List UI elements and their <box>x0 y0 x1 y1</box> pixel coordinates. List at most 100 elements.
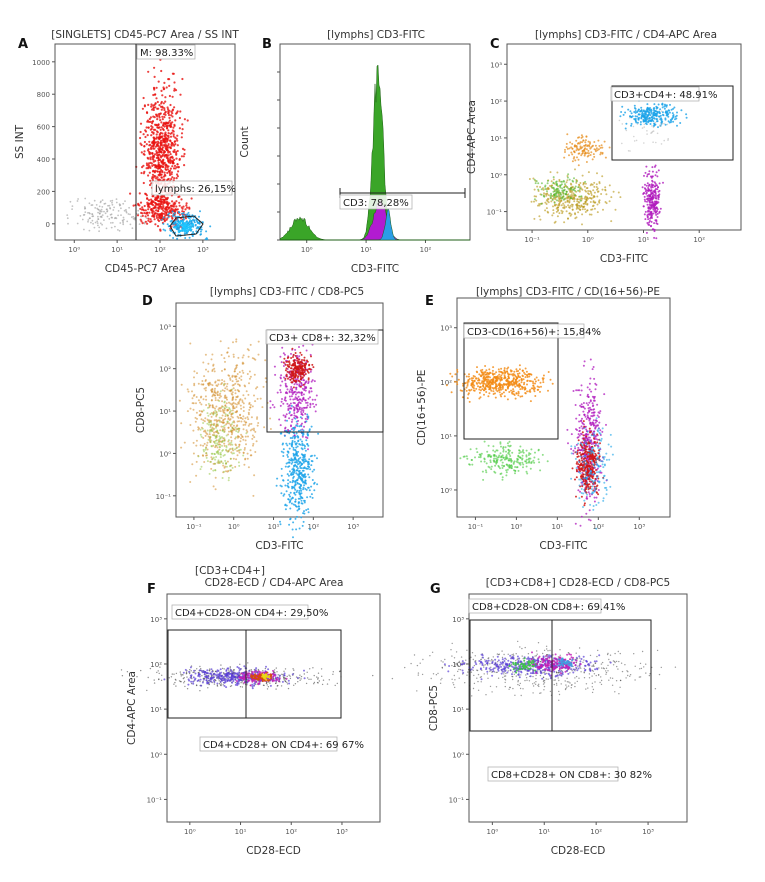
x-axis-label: CD45-PC7 Area <box>105 263 185 275</box>
x-tick-label: 10⁰ <box>184 828 196 836</box>
event-population <box>619 99 688 130</box>
gate-label: lymphs: 26,15% <box>151 180 236 196</box>
svg-text:CD3+CD4+: 48.91%: CD3+CD4+: 48.91% <box>614 90 718 101</box>
y-tick-label: 10⁰ <box>490 172 502 180</box>
y-tick-label: 10⁰ <box>452 751 464 759</box>
y-tick-label: 10⁻¹ <box>156 493 172 501</box>
x-tick-label: 10¹ <box>235 828 247 836</box>
y-tick-label: 10³ <box>150 616 162 624</box>
panel-letter: G <box>430 582 441 597</box>
x-tick-label: 10⁻¹ <box>524 236 540 244</box>
gate-label: CD3+ CD8+: 32,32% <box>265 329 379 345</box>
y-tick-label: 10¹ <box>440 433 452 441</box>
cd28-pos-gate[interactable] <box>245 629 342 719</box>
x-tick-label: 10³ <box>347 523 359 531</box>
event-population <box>508 657 537 674</box>
lymphs-gate[interactable] <box>169 215 204 237</box>
y-tick-label: 600 <box>37 124 50 132</box>
y-axis-label: Count <box>239 126 251 157</box>
histogram-series <box>280 207 470 241</box>
svg-text:CD3+ CD8+: 32,32%: CD3+ CD8+: 32,32% <box>269 333 376 344</box>
event-population <box>197 383 248 482</box>
x-tick-label: 10³ <box>197 246 209 254</box>
y-axis-label: CD(16+56)-PE <box>416 370 428 446</box>
y-tick-label: 10³ <box>159 323 171 331</box>
panel-title: [lymphs] CD3-FITC <box>327 29 425 41</box>
panel-letter: C <box>490 37 500 52</box>
y-axis-label: CD4-APC Area <box>466 100 478 174</box>
event-population <box>261 673 271 681</box>
x-tick-label: 10⁰ <box>68 246 80 254</box>
y-tick-label: 10³ <box>440 325 452 333</box>
gate-label: CD3: 78,28% <box>339 194 413 210</box>
panel-letter: A <box>18 37 28 52</box>
panel-f-cd28-vs-cd4: F CD28-ECD / CD4-APC Area[CD3+CD4+] CD28-E… <box>120 565 381 857</box>
panel-letter: F <box>147 582 156 597</box>
gate-label: M: 98.33% <box>136 44 196 60</box>
panel-letter: B <box>262 37 272 52</box>
x-tick-label: 10⁻¹ <box>468 523 484 531</box>
y-tick-label: 10² <box>159 366 171 374</box>
gate-label: CD3-CD(16+56)+: 15,84% <box>463 323 601 339</box>
panel-a-ss-vs-cd45: A [SINGLETS] CD45-PC7 Area / SS INT CD45-P… <box>14 29 239 275</box>
x-tick-label: 10² <box>420 246 432 254</box>
x-tick-label: 10⁰ <box>301 246 313 254</box>
y-tick-label: 10² <box>150 661 162 669</box>
panel-title: [lymphs] CD3-FITC / CD(16+56)-PE <box>476 286 660 298</box>
gate-label: CD8+CD28-ON CD8+: 69.41% <box>468 598 625 614</box>
y-tick-label: 10¹ <box>159 408 171 416</box>
panel-title: [lymphs] CD3-FITC / CD4-APC Area <box>535 29 717 41</box>
y-axis-label: CD8-PC5 <box>135 387 147 433</box>
y-tick-label: 10⁻¹ <box>487 209 503 217</box>
event-population <box>563 133 611 167</box>
y-axis-label: SS INT <box>14 124 26 159</box>
y-tick-label: 400 <box>37 156 50 164</box>
panel-title: CD28-ECD / CD4-APC Area <box>205 577 344 589</box>
x-tick-label: 10² <box>592 523 604 531</box>
x-tick-label: 10¹ <box>538 828 550 836</box>
event-population <box>178 338 279 497</box>
event-population <box>459 440 549 481</box>
y-tick-label: 800 <box>37 91 50 99</box>
x-tick-label: 10⁰ <box>486 828 498 836</box>
y-tick-label: 10² <box>440 379 452 387</box>
x-tick-label: 10⁰ <box>511 523 523 531</box>
event-population <box>445 364 554 403</box>
x-axis-label: CD3-FITC <box>255 540 303 552</box>
event-population <box>173 219 195 236</box>
x-axis-label: CD28-ECD <box>246 845 301 857</box>
x-tick-label: 10³ <box>336 828 348 836</box>
panel-title: [SINGLETS] CD45-PC7 Area / SS INT <box>51 29 239 41</box>
y-tick-label: 10¹ <box>490 135 502 143</box>
panel-d-cd3-vs-cd8: D [lymphs] CD3-FITC / CD8-PC5 CD3-FITC CD8-… <box>135 286 384 552</box>
y-axis-label: CD8-PC5 <box>428 685 440 731</box>
cd3neg-cd1656pos-gate[interactable] <box>463 322 559 440</box>
panel-title: [lymphs] CD3-FITC / CD8-PC5 <box>210 286 364 298</box>
y-tick-label: 10¹ <box>150 706 162 714</box>
y-tick-label: 10² <box>452 661 464 669</box>
plot-frame <box>506 43 742 231</box>
y-tick-label: 10³ <box>490 61 502 69</box>
x-tick-label: 10² <box>693 236 705 244</box>
gate-label: CD4+CD28-ON CD4+: 29,50% <box>171 604 328 620</box>
cd3-cd4-gate[interactable] <box>611 85 734 161</box>
x-tick-label: 10⁻¹ <box>186 523 202 531</box>
svg-text:lymphs: 26,15%: lymphs: 26,15% <box>155 184 236 195</box>
panel-b-cd3-histogram: B [lymphs] CD3-FITC CD3-FITC Count 10⁰ 10¹ 10²… <box>239 29 471 275</box>
x-tick-label: 10² <box>154 246 166 254</box>
panel-g-cd28-vs-cd8: G [CD3+CD8+] CD28-ECD / CD8-PC5 CD28-ECD CD… <box>391 577 688 857</box>
x-axis-label: CD3-FITC <box>351 263 399 275</box>
cd28-pos-gate[interactable] <box>551 619 652 732</box>
y-tick-label: 200 <box>37 188 50 196</box>
y-tick-label: 1000 <box>32 59 50 67</box>
y-axis-label: CD4-APC Area <box>126 671 138 745</box>
event-population <box>275 404 320 539</box>
x-tick-label: 10¹ <box>360 246 372 254</box>
svg-text:CD3: 78,28%: CD3: 78,28% <box>343 198 409 209</box>
event-population <box>533 173 587 205</box>
x-tick-label: 10¹ <box>111 246 123 254</box>
y-tick-label: 10⁰ <box>150 751 162 759</box>
x-axis-label: CD3-FITC <box>539 540 587 552</box>
event-population <box>557 657 574 668</box>
